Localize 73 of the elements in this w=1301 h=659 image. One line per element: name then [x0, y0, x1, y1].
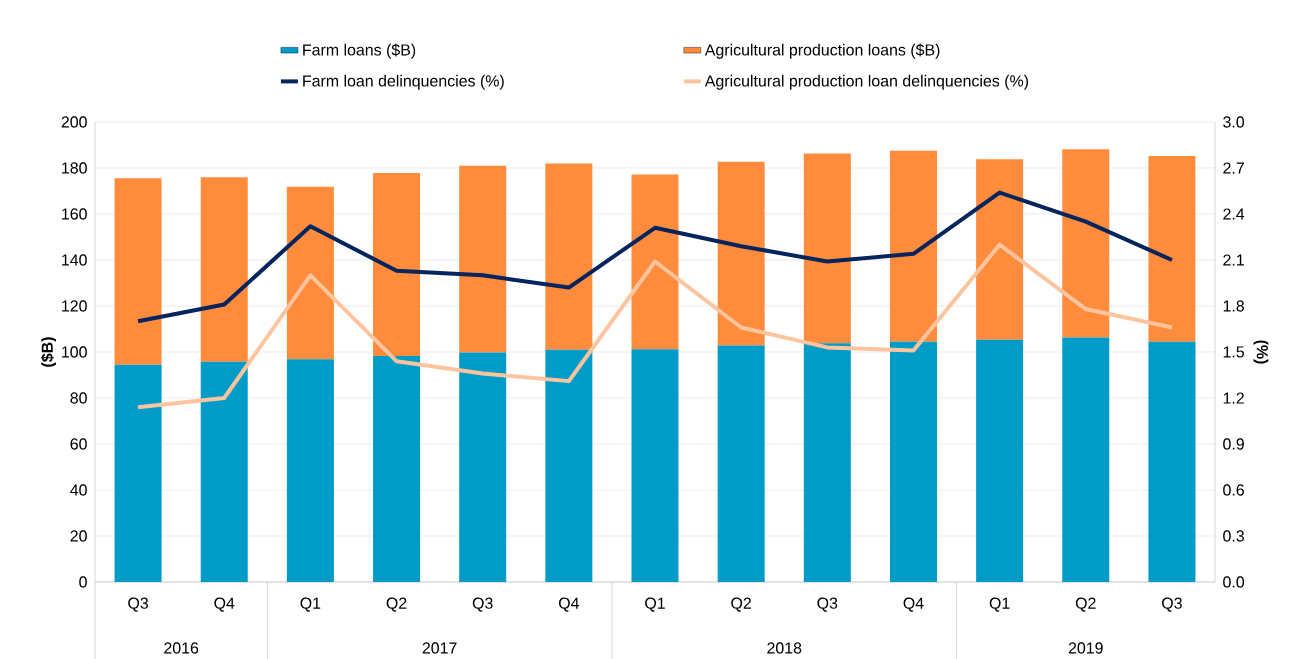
text: 2017	[422, 642, 457, 654]
bar	[1062, 149, 1110, 338]
x-tick-label: Q2	[386, 597, 407, 612]
y-tick-label: 180	[62, 162, 87, 174]
y2-tick-label: 2.7	[1223, 162, 1244, 174]
y2-tick-label: 1.5	[1223, 346, 1245, 358]
bar	[200, 361, 248, 582]
bar	[803, 153, 851, 344]
legend-label: Farm loan delinquencies (%)	[303, 74, 504, 90]
x-tick-label: Q1	[989, 597, 1010, 612]
y2-tick-label: 0.6	[1223, 484, 1244, 496]
x-tick-label: Q3	[128, 597, 148, 612]
y2-axis-title: (%)	[1253, 340, 1269, 364]
text: 2018	[767, 642, 802, 654]
bar	[631, 174, 679, 350]
legend-label: Agricultural production loans ($B)	[704, 43, 940, 59]
bar	[889, 341, 937, 582]
x-tick-label: Q3	[1162, 597, 1182, 612]
bar	[459, 352, 507, 582]
y-tick-label: 100	[62, 346, 87, 358]
legend-label: Agricultural production loan delinquencies (%)	[704, 74, 1029, 90]
y2-tick-label: 2.4	[1223, 208, 1245, 220]
bar	[200, 177, 248, 362]
x-tick-label: Q2	[1075, 597, 1096, 612]
x-tick-label: Q1	[645, 597, 665, 612]
bar	[459, 165, 507, 353]
bar	[631, 349, 679, 582]
x-tick-label: Q4	[558, 597, 580, 612]
bar	[976, 339, 1024, 582]
y-tick-label: 20	[70, 530, 87, 542]
x-tick-label: Q3	[817, 597, 838, 612]
bar	[1148, 341, 1196, 582]
bar	[1148, 156, 1196, 342]
y-tick-label: 120	[62, 300, 87, 312]
bar	[373, 173, 421, 356]
y2-tick-label: 1.2	[1223, 392, 1244, 404]
y-tick-label: 200	[61, 116, 87, 128]
bar	[114, 178, 162, 365]
y2-tick-label: 0.3	[1223, 530, 1244, 542]
bar	[1062, 337, 1110, 582]
bar	[717, 161, 765, 346]
bar	[717, 345, 765, 582]
x-tick-label: Q2	[731, 597, 751, 612]
bar	[286, 186, 334, 360]
bar	[803, 343, 851, 582]
x-tick-label: Q1	[300, 597, 321, 612]
bar	[889, 150, 937, 342]
line-series	[136, 190, 1174, 324]
y2-tick-label: 0.9	[1223, 438, 1244, 450]
line-series	[136, 242, 1174, 410]
bar	[373, 355, 421, 582]
text: 2019	[1068, 642, 1103, 654]
y2-tick-label: 0.0	[1223, 576, 1245, 588]
y2-tick-label: 3.0	[1223, 116, 1245, 128]
y-tick-label: 0	[79, 576, 87, 588]
bar	[286, 359, 334, 582]
y-tick-label: 40	[70, 484, 87, 496]
y-tick-label: 80	[70, 392, 87, 404]
x-tick-label: Q4	[903, 597, 924, 612]
y2-tick-label: 1.8	[1223, 300, 1244, 312]
y-tick-label: 160	[62, 208, 87, 220]
y2-tick-label: 2.1	[1223, 254, 1244, 266]
bar	[976, 159, 1024, 340]
y-tick-label: 140	[62, 254, 87, 266]
y-tick-label: 60	[70, 438, 87, 450]
x-tick-label: Q4	[214, 597, 235, 612]
text: 2016	[164, 642, 199, 654]
bar	[545, 349, 593, 582]
bar	[545, 163, 593, 350]
y-axis-title: ($B)	[40, 337, 57, 367]
x-tick-label: Q3	[472, 597, 493, 612]
bar	[114, 364, 162, 582]
legend-label: Farm loans ($B)	[303, 43, 416, 59]
